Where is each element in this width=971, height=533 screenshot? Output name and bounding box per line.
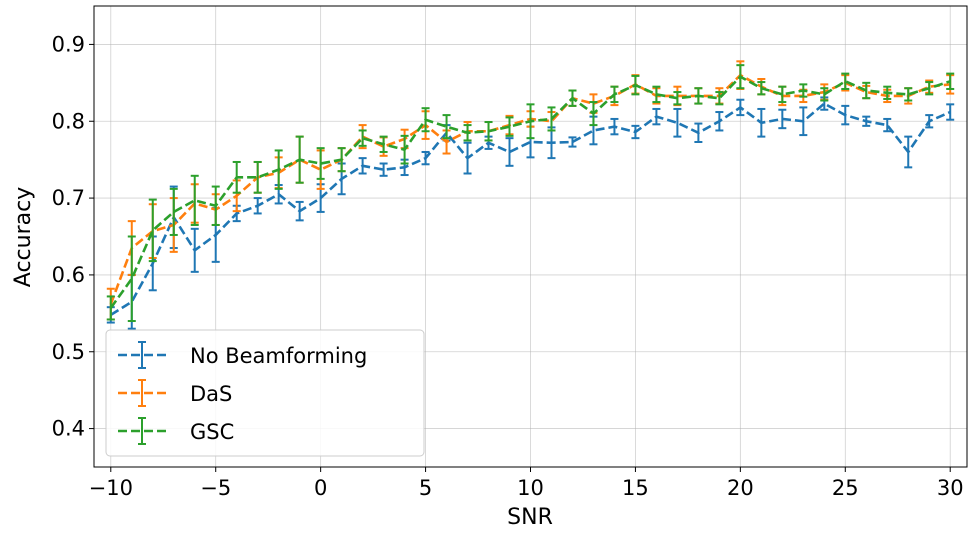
legend-label: DaS [190,382,232,406]
y-tick-label: 0.9 [52,32,85,56]
x-tick-label: −10 [89,476,133,500]
axis-ticks: −10 −5 0 5 10 15 20 25 30 0.4 0.5 0.6 0.7 0.8 0.9 [52,32,964,500]
x-tick-label: −5 [200,476,231,500]
y-tick-label: 0.4 [52,417,85,441]
series-line [109,75,951,309]
legend-label: No Beamforming [190,344,367,368]
x-tick-label: 15 [622,476,649,500]
x-tick-label: 0 [314,476,327,500]
x-axis-label: SNR [507,505,553,530]
series-line [110,102,951,316]
y-axis-label: Accuracy [11,187,36,287]
x-tick-label: 30 [937,476,964,500]
y-tick-label: 0.7 [52,186,85,210]
y-tick-label: 0.6 [52,263,85,287]
series-layer [106,60,955,330]
x-tick-label: 10 [517,476,544,500]
legend: No Beamforming DaS GSC [105,329,425,457]
x-tick-label: 25 [832,476,859,500]
y-tick-label: 0.8 [52,109,85,133]
y-tick-label: 0.5 [52,340,85,364]
x-tick-label: 20 [727,476,754,500]
series-gsc [106,64,955,323]
legend-box [105,329,425,457]
legend-label: GSC [190,420,234,444]
x-tick-label: 5 [419,476,432,500]
